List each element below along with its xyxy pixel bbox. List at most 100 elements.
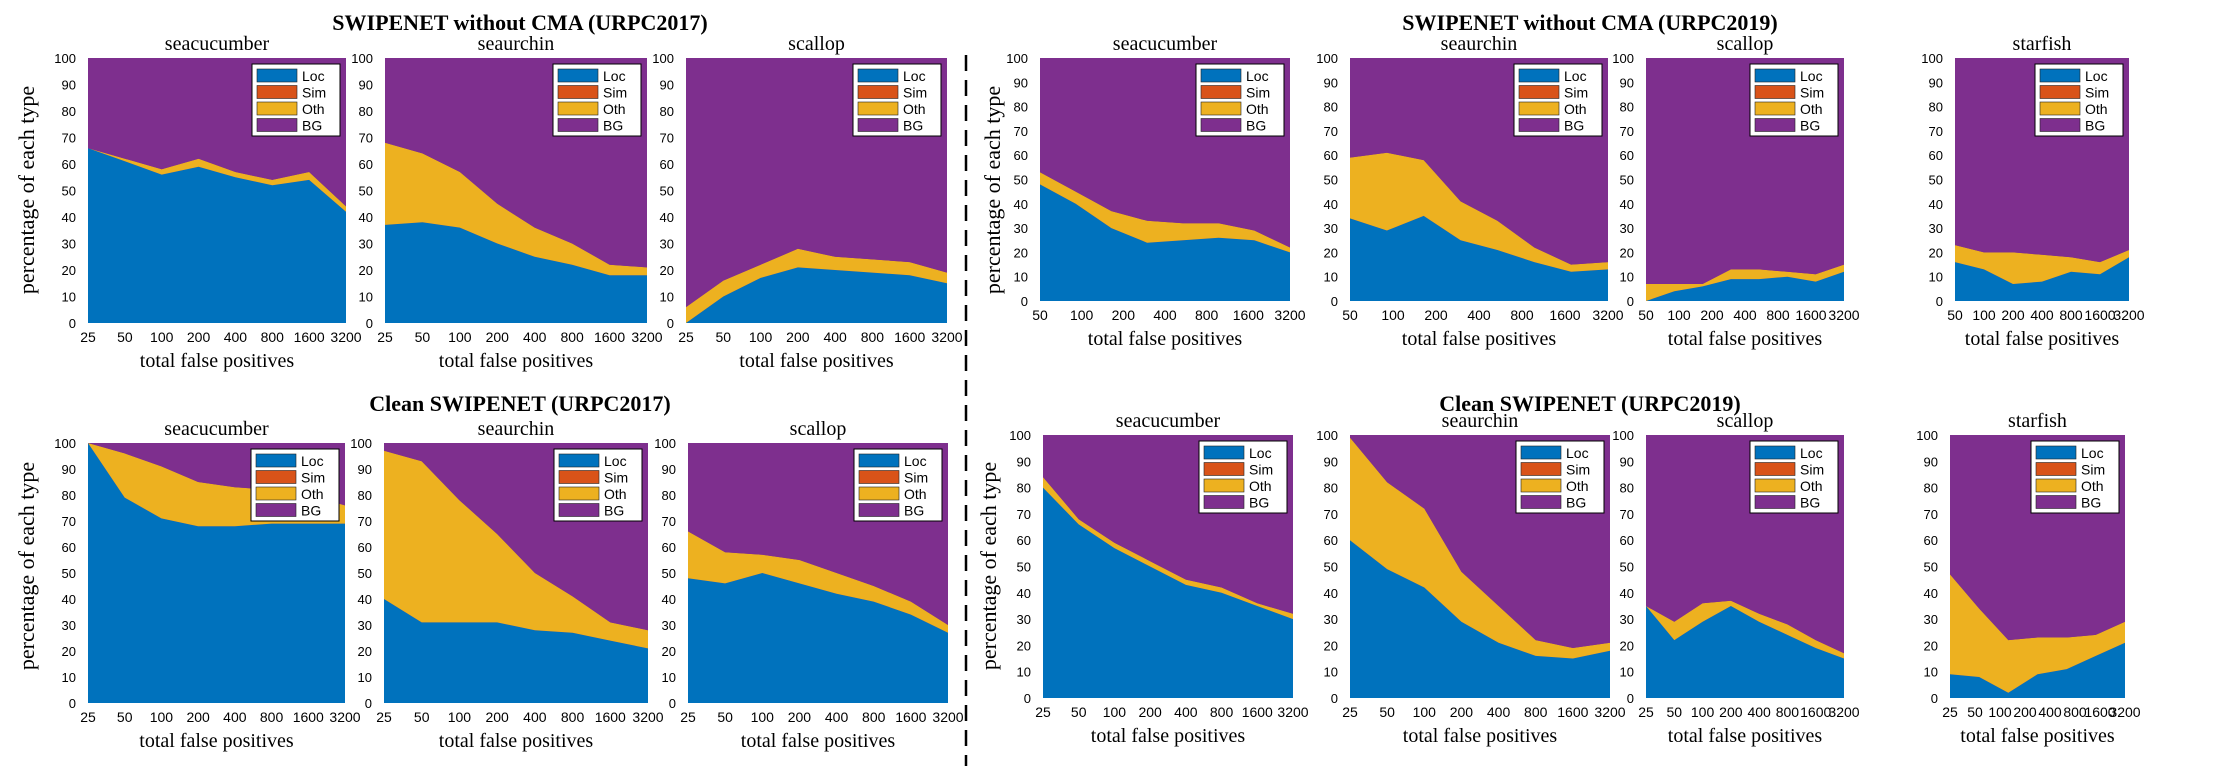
x-tick-label: 50 [1666,704,1682,720]
x-tick-label: 1600 [2084,307,2115,323]
y-tick-label: 100 [350,436,372,451]
legend-swatch-sim [1518,85,1560,99]
x-tick-label: 1600 [895,709,926,725]
y-tick-label: 90 [62,462,76,477]
legend-swatch-bg [2035,495,2077,509]
y-tick-label: 60 [660,157,674,172]
legend-swatch-oth [256,101,298,116]
x-tick-label: 800 [1195,307,1219,323]
y-tick-label: 70 [1620,507,1634,522]
y-tick-label: 40 [1324,197,1338,212]
x-tick-label: 50 [1638,307,1654,323]
y-tick-label: 80 [358,488,372,503]
y-tick-label: 10 [1924,665,1938,680]
y-tick-label: 20 [662,644,676,659]
x-tick-label: 800 [1766,307,1790,323]
y-tick-label: 60 [1324,148,1338,163]
x-tick-label: 400 [1733,307,1757,323]
y-tick-label: 10 [662,670,676,685]
legend-label-loc: Loc [1246,68,1269,84]
y-tick-label: 60 [62,157,76,172]
legend-label-oth: Oth [2081,478,2104,494]
area-oth [1646,264,1844,301]
legend-swatch-sim [857,85,899,99]
y-tick-label: 60 [359,157,373,172]
y-tick-label: 20 [62,263,76,278]
legend-swatch-oth [2035,478,2077,493]
x-tick-label: 100 [749,329,773,345]
x-tick-label: 400 [2030,307,2054,323]
y-tick-label: 100 [54,51,76,66]
legend-label-bg: BG [1800,495,1820,511]
legend-label-sim: Sim [2081,462,2105,478]
legend-swatch-bg [558,503,600,517]
x-tick-label: 100 [1667,307,1691,323]
x-tick-label: 200 [786,329,810,345]
y-tick-label: 100 [54,436,76,451]
x-axis-label: total false positives [140,350,295,372]
legend-swatch-bg [1518,118,1560,132]
y-tick-label: 20 [358,644,372,659]
legend-label-loc: Loc [1800,68,1823,84]
x-tick-label: 3200 [2113,307,2144,323]
y-tick-label: 0 [69,696,76,711]
y-tick-label: 90 [662,462,676,477]
legend-swatch-sim [1754,85,1796,99]
x-tick-label: 1600 [894,329,925,345]
y-tick-label: 60 [1620,148,1634,163]
x-tick-label: 200 [187,329,211,345]
y-tick-label: 0 [1331,294,1338,309]
x-tick-label: 3200 [632,709,663,725]
area-oth [688,531,948,633]
area-oth [1955,245,2129,284]
legend-swatch-sim [2039,85,2081,99]
area-oth [1040,172,1290,253]
area-loc [1350,540,1610,698]
legend-swatch-oth [558,486,600,501]
y-tick-label: 10 [1620,665,1634,680]
y-tick-label: 20 [62,644,76,659]
y-tick-label: 0 [1331,691,1338,706]
area-loc [1955,257,2129,301]
legend-label-loc: Loc [2085,68,2108,84]
chart-panel-5: seaurchin 0 10 20 30 40 50 60 70 80 90 100 50 100 200 4… [1316,33,1623,350]
x-tick-label: 100 [1381,307,1405,323]
legend-swatch-sim [255,470,297,484]
legend-label-sim: Sim [904,470,928,486]
y-tick-label: 50 [1014,173,1028,188]
legend-label-loc: Loc [904,453,927,469]
x-tick-label: 25 [377,329,393,345]
x-tick-label: 800 [2059,307,2083,323]
x-tick-label: 50 [1967,704,1983,720]
y-tick-label: 60 [62,540,76,555]
y-tick-label: 0 [366,316,373,331]
y-tick-label: 40 [1929,197,1943,212]
x-tick-label: 1600 [1549,307,1580,323]
chart-panel-1: seacucumber 0 10 20 30 40 50 60 70 80 90 100 25 50 100… [54,33,361,372]
y-tick-label: 100 [351,51,373,66]
y-tick-label: 60 [358,540,372,555]
chart-panel-9: seaurchin 0 10 20 30 40 50 60 70 80 90 100 25 50 100 20… [350,418,663,752]
y-tick-label: 60 [1620,533,1634,548]
legend-swatch-sim [558,470,600,484]
area-oth [686,248,947,323]
y-tick-label: 10 [62,290,76,305]
y-axis-label-bottom-left: percentage of each type [14,462,39,670]
x-axis-label: total false positives [1088,328,1243,350]
area-loc [1646,271,1844,301]
x-tick-label: 100 [150,709,174,725]
legend-label-oth: Oth [1800,101,1823,117]
y-axis-label-top-right: percentage of each type [980,86,1005,294]
legend-label-bg: BG [603,118,623,134]
y-tick-label: 50 [1924,560,1938,575]
y-tick-label: 70 [1017,507,1031,522]
y-tick-label: 70 [359,131,373,146]
legend-label-sim: Sim [903,85,927,101]
y-tick-label: 0 [1024,691,1031,706]
y-tick-label: 10 [358,670,372,685]
